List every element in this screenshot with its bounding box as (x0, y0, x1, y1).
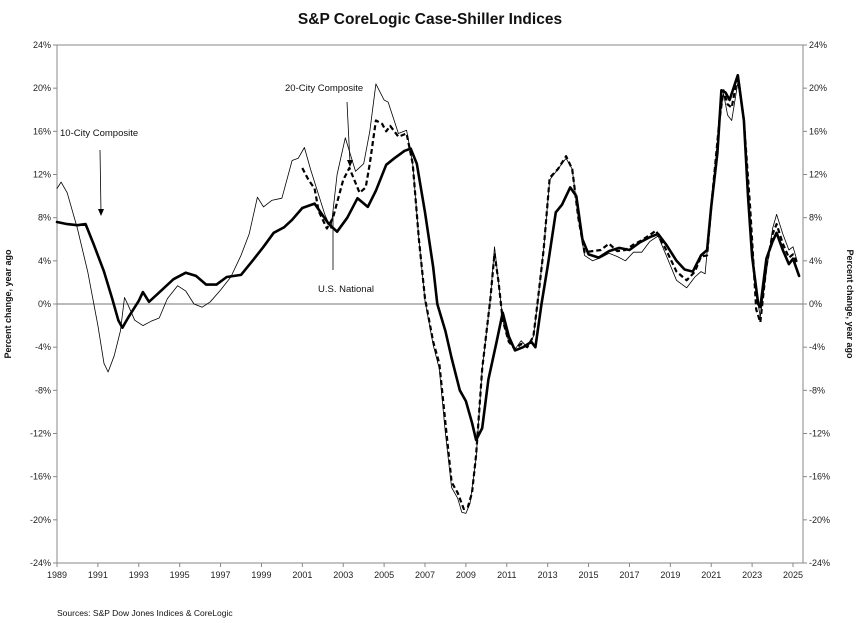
y-tick-label-right: 24% (809, 40, 827, 50)
annotation-20-city: 20-City Composite (285, 83, 363, 94)
x-ticks: 1989 1991 1993 1995 1997 1999 2001 2003 2005 2007… (47, 563, 803, 580)
y-tick-label-right: -4% (809, 342, 825, 352)
chart-title: S&P CoreLogic Case-Shiller Indices (298, 11, 562, 28)
series-line-10-city-composite (56, 82, 798, 514)
x-tick-label: 2007 (415, 570, 435, 580)
x-tick-label: 2001 (292, 570, 312, 580)
y-axis-label-left: Percent change, year ago (3, 249, 13, 359)
x-tick-label: 2009 (456, 570, 476, 580)
y-tick-label-right: 8% (809, 213, 822, 223)
y-tick-label-left: -4% (35, 342, 51, 352)
x-tick-label: 2025 (783, 570, 803, 580)
y-tick-label-left: 0% (38, 299, 51, 309)
x-tick-label: 2011 (497, 570, 516, 580)
arrowhead-icon (98, 209, 104, 216)
y-tick-label-left: 12% (33, 170, 51, 180)
y-tick-label-right: 16% (809, 126, 827, 136)
y-tick-label-right: 0% (809, 299, 822, 309)
x-tick-label: 2005 (374, 570, 394, 580)
y-ticks: 24% 24% 20% 20% 16% 16% 12% 12% 8% 8% 4% 4% 0% 0% -4% -… (30, 40, 830, 568)
y-tick-label-left: -20% (30, 515, 51, 525)
y-tick-label-right: -8% (809, 385, 825, 395)
arrowhead-icon (347, 160, 353, 167)
source-note: Sources: S&P Dow Jones Indices & CoreLog… (57, 608, 233, 618)
x-tick-label: 2017 (619, 570, 639, 580)
x-tick-label: 1993 (129, 570, 149, 580)
annotation-arrow-10-city (99, 149, 102, 214)
y-tick-label-left: 16% (33, 126, 51, 136)
y-tick-label-left: -16% (30, 472, 51, 482)
plot-frame (56, 44, 804, 564)
x-tick-label: 2023 (742, 570, 762, 580)
y-tick-label-right: 12% (809, 170, 827, 180)
y-tick-label-right: 20% (809, 83, 827, 93)
y-tick-label-left: -24% (30, 558, 51, 568)
y-tick-label-left: 4% (38, 256, 51, 266)
x-tick-label: 1995 (170, 570, 190, 580)
annotation-us-national: U.S. National (318, 284, 374, 295)
x-tick-label: 2019 (660, 570, 680, 580)
y-tick-label-left: 8% (38, 213, 51, 223)
y-tick-label-right: -20% (809, 515, 830, 525)
annotations: 10-City Composite 20-City Composite U.S.… (60, 83, 374, 295)
y-tick-label-right: -24% (809, 558, 830, 568)
x-tick-label: 2003 (333, 570, 353, 580)
y-tick-label-left: -8% (35, 385, 51, 395)
y-tick-label-left: 20% (33, 83, 51, 93)
series-line-u-s-national (55, 73, 801, 442)
x-tick-label: 1997 (211, 570, 231, 580)
y-axis-label-right: Percent change, year ago (845, 249, 855, 359)
x-tick-label: 1989 (47, 570, 67, 580)
y-tick-label-right: -12% (809, 429, 830, 439)
y-tick-label-right: -16% (809, 472, 830, 482)
annotation-10-city: 10-City Composite (60, 128, 138, 139)
y-tick-label-right: 4% (809, 256, 822, 266)
y-tick-label-left: -12% (30, 429, 51, 439)
annotation-arrow-20-city (346, 101, 351, 164)
y-tick-label-left: 24% (33, 40, 51, 50)
x-tick-label: 2021 (701, 570, 721, 580)
series-lines (55, 73, 801, 514)
x-tick-label: 1999 (251, 570, 271, 580)
x-tick-label: 2015 (579, 570, 599, 580)
series-line-20-city-composite (301, 74, 799, 511)
x-tick-label: 1991 (88, 570, 108, 580)
x-tick-label: 2013 (538, 570, 558, 580)
